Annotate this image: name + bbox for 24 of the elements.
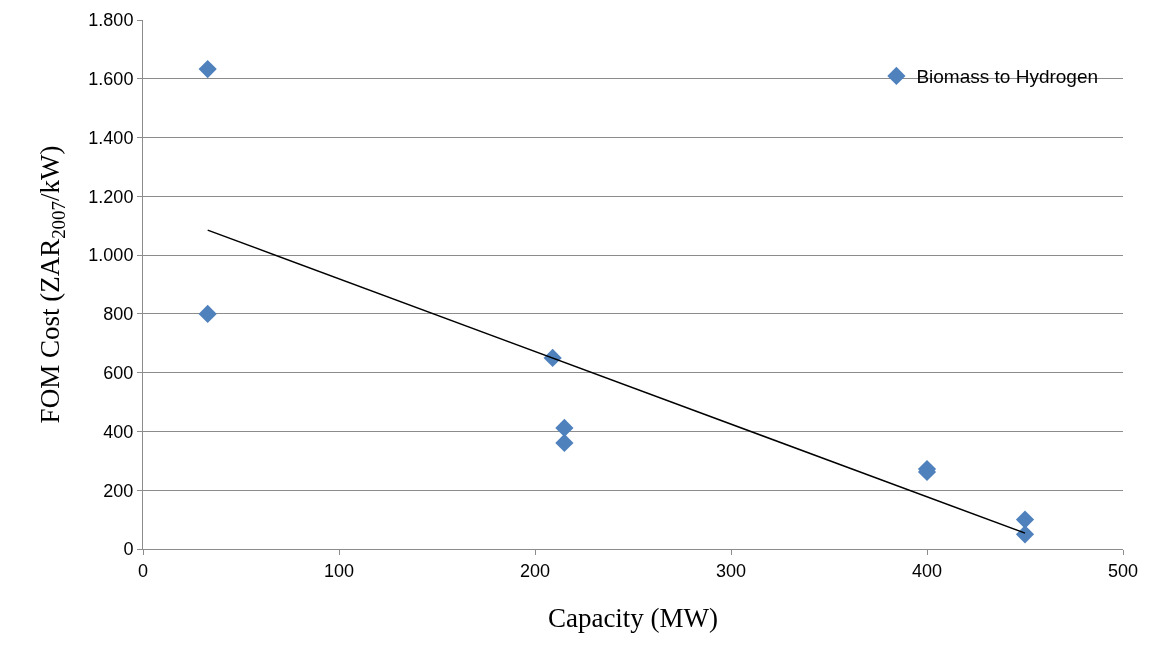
y-tick-label: 200 (103, 480, 134, 501)
point (1015, 525, 1035, 544)
x-axis-title: Capacity (MW) (547, 603, 719, 633)
point (1015, 510, 1035, 529)
y-tick-label: 1.400 (88, 127, 134, 148)
point (198, 59, 217, 79)
x-tick-label: 200 (519, 560, 551, 581)
point (555, 418, 574, 438)
point (555, 433, 574, 453)
point (198, 304, 217, 323)
y-tick-label: 1.600 (88, 69, 134, 90)
x-tick-label: 0 (137, 560, 149, 581)
x-tick-label: 100 (323, 560, 355, 581)
y-tick-label: 600 (103, 362, 134, 383)
legend-label: Biomass to Hydrogen (916, 66, 1099, 88)
y-tick-label: 1.800 (88, 10, 134, 31)
x-tick-label: 300 (715, 560, 747, 581)
x-tick-label: 500 (1107, 560, 1139, 581)
x-tick-label: 400 (911, 560, 943, 581)
y-tick-label: 1.200 (88, 186, 134, 207)
y-tick-label: 400 (103, 421, 134, 442)
y-tick-label: 800 (103, 304, 134, 325)
y-tick-label: 1.000 (88, 245, 134, 266)
y-tick-label: 0 (123, 539, 134, 560)
